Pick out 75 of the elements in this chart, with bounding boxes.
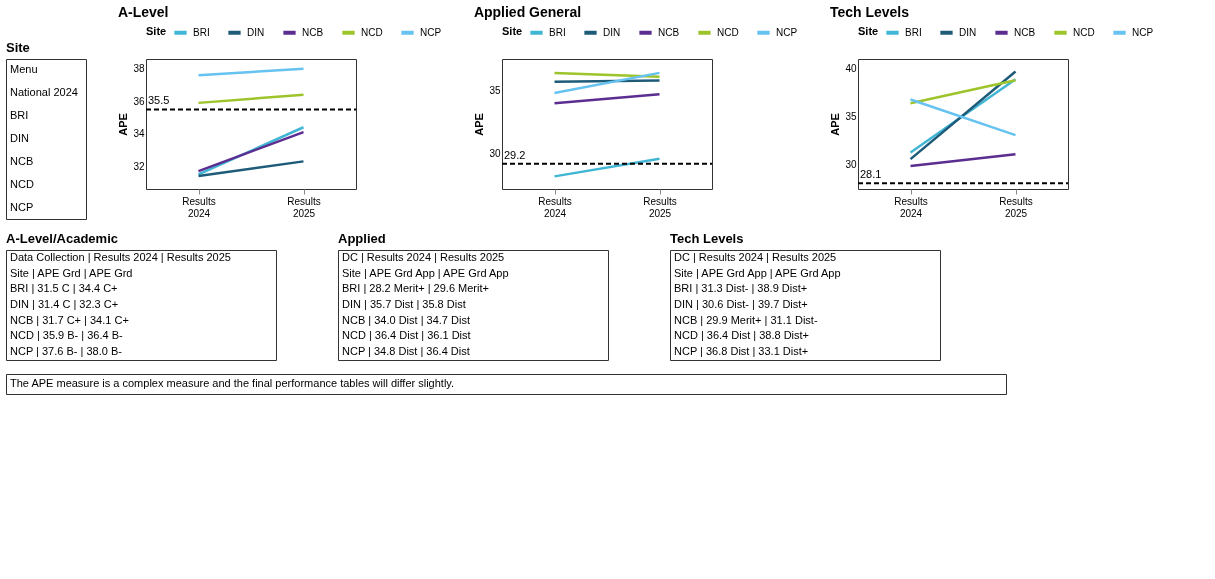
y-tick-label: 38 [133,63,145,75]
y-tick-label: 34 [133,128,145,140]
legend-label: DIN [959,26,977,38]
legend-label: BRI [193,26,210,38]
text: NCD | 35.9 B- | 36.4 B- [10,329,124,342]
y-axis-title: APE [117,113,130,136]
text: NCD | 36.4 Dist | 36.1 Dist [342,329,471,342]
text: DC | Results 2024 | Results 2025 [342,250,505,263]
text: NCP | 37.6 B- | 38.0 B- [10,345,123,358]
legend-title: Site [858,25,879,37]
text: National 2024 [10,86,78,99]
text: NCD [10,177,34,190]
legend-label: NCP [776,26,798,38]
text: DC | Results 2024 | Results 2025 [674,250,837,263]
text: The APE measure is a complex measure and the final performance tables will differ slightly. [10,377,455,389]
text: NCP | 36.8 Dist | 33.1 Dist+ [674,345,809,358]
legend-label: NCB [1014,26,1036,38]
text: NCB | 29.9 Merit+ | 31.1 Dist- [674,313,818,326]
text: Site [6,40,30,55]
text: DIN [10,132,29,144]
y-tick-label: 32 [133,160,145,172]
text: BRI | 31.5 C | 34.4 C+ [10,282,118,295]
ref-line-label: 28.1 [860,168,882,181]
text: DIN | 35.7 Dist | 35.8 Dist [342,298,466,310]
y-tick-label: 35 [845,111,857,123]
text: DIN | 30.6 Dist- | 39.7 Dist+ [674,298,808,310]
text: BRI [10,109,29,122]
legend-label: NCD [361,26,383,38]
legend-title: Site [502,25,523,37]
y-tick-label: 30 [845,159,857,171]
legend-label: BRI [905,26,922,38]
text: Menu [10,63,38,76]
text: BRI | 28.2 Merit+ | 29.6 Merit+ [342,282,489,295]
text: Data Collection | Results 2024 | Results 2025 [10,250,231,263]
chart-title: A-Level [117,4,169,20]
chart-title: Applied General [473,4,582,20]
y-axis-title: APE [829,113,842,136]
text: DIN | 31.4 C | 32.3 C+ [10,298,119,310]
x-tick-label: Results 2025 [643,195,677,219]
x-tick-label: Results 2024 [538,195,572,219]
legend-label: NCB [658,26,680,38]
x-tick-label: Results 2025 [999,195,1033,219]
legend-title: Site [146,25,167,37]
y-tick-label: 30 [489,148,501,160]
text: Site | APE Grd App | APE Grd App [342,266,509,279]
text: BRI | 31.3 Dist- | 38.9 Dist+ [674,282,808,295]
text: Site | APE Grd | APE Grd [10,266,133,279]
text: NCB | 34.0 Dist | 34.7 Dist [342,313,470,326]
text: NCP | 34.8 Dist | 36.4 Dist [342,345,470,358]
legend-label: BRI [549,26,566,38]
text: NCD | 36.4 Dist | 38.8 Dist+ [674,329,810,342]
text: Tech Levels [670,231,744,246]
ref-line-label: 29.2 [504,148,526,161]
text: Applied [338,231,386,246]
ref-line-label: 35.5 [148,94,170,107]
legend-label: NCD [1073,26,1095,38]
legend-label: NCP [420,26,442,38]
x-tick-label: Results 2025 [287,195,321,219]
legend-label: NCP [1132,26,1154,38]
text: NCB | 31.7 C+ | 34.1 C+ [10,313,129,326]
text: A-Level/Academic [6,231,118,246]
text: NCB [10,154,34,167]
legend-label: DIN [247,26,265,38]
x-tick-label: Results 2024 [894,195,928,219]
chart-title: Tech Levels [829,4,910,20]
y-tick-label: 35 [489,85,501,97]
text: NCP [10,200,34,213]
text: Site | APE Grd App | APE Grd App [674,266,841,279]
y-tick-label: 36 [133,95,145,107]
y-tick-label: 40 [845,63,857,75]
legend-label: DIN [603,26,621,38]
y-axis-title: APE [473,113,486,136]
legend-label: NCD [717,26,739,38]
x-tick-label: Results 2024 [182,195,216,219]
legend-label: NCB [302,26,324,38]
